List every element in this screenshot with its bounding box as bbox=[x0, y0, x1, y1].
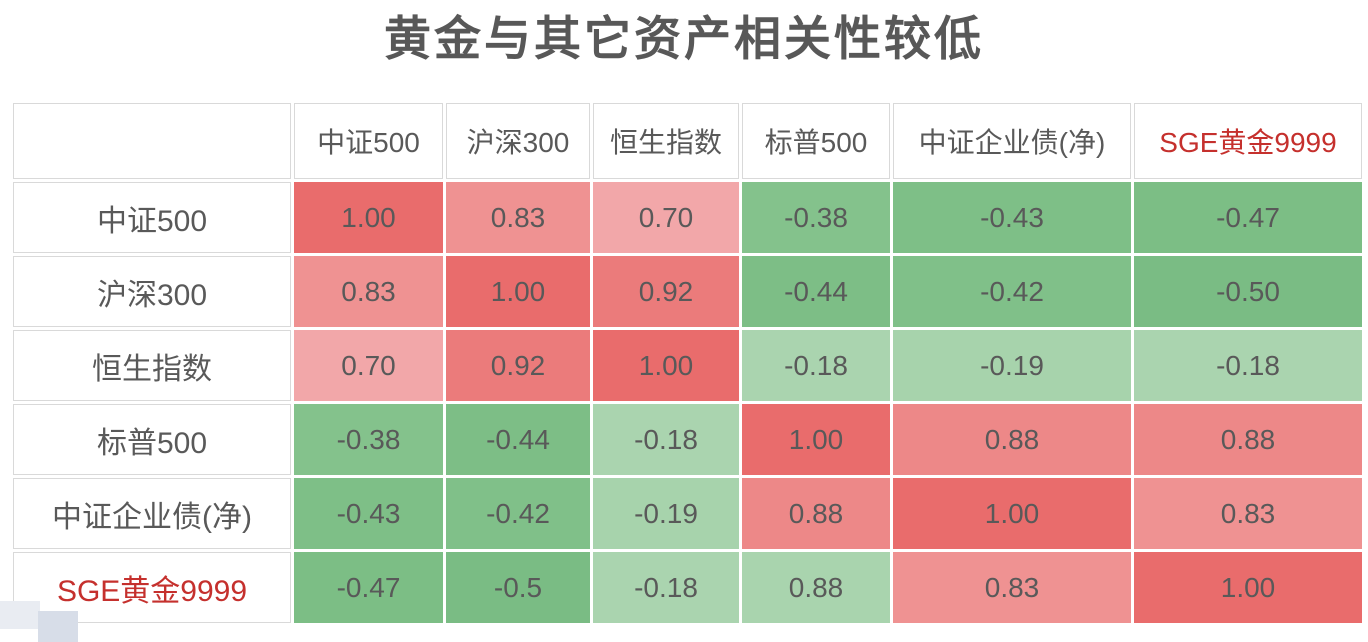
matrix-cell: 1.00 bbox=[1134, 552, 1362, 623]
row-header: 中证500 bbox=[13, 182, 291, 253]
matrix-cell: -0.42 bbox=[893, 256, 1131, 327]
matrix-cell: 0.83 bbox=[1134, 478, 1362, 549]
watermark-square bbox=[38, 611, 78, 642]
matrix-cell: 0.92 bbox=[446, 330, 590, 401]
matrix-cell: 1.00 bbox=[446, 256, 590, 327]
column-header: 沪深300 bbox=[446, 103, 590, 179]
matrix-cell: -0.18 bbox=[593, 552, 739, 623]
corner-cell bbox=[13, 103, 291, 179]
matrix-cell: 1.00 bbox=[742, 404, 890, 475]
row-header: 恒生指数 bbox=[13, 330, 291, 401]
matrix-cell: 0.70 bbox=[593, 182, 739, 253]
matrix-cell: -0.43 bbox=[294, 478, 443, 549]
matrix-cell: 1.00 bbox=[593, 330, 739, 401]
column-header: 中证500 bbox=[294, 103, 443, 179]
watermark-square bbox=[0, 601, 40, 629]
matrix-cell: -0.19 bbox=[893, 330, 1131, 401]
row-header: 中证企业债(净) bbox=[13, 478, 291, 549]
matrix-cell: -0.38 bbox=[742, 182, 890, 253]
matrix-cell: 0.83 bbox=[446, 182, 590, 253]
matrix-cell: -0.43 bbox=[893, 182, 1131, 253]
matrix-cell: 1.00 bbox=[294, 182, 443, 253]
column-header: 中证企业债(净) bbox=[893, 103, 1131, 179]
matrix-cell: 0.88 bbox=[742, 552, 890, 623]
matrix-cell: -0.44 bbox=[446, 404, 590, 475]
column-header: 标普500 bbox=[742, 103, 890, 179]
matrix-cell: 0.88 bbox=[893, 404, 1131, 475]
page-title: 黄金与其它资产相关性较低 bbox=[384, 12, 984, 65]
matrix-cell: 0.83 bbox=[294, 256, 443, 327]
matrix-cell: 0.88 bbox=[1134, 404, 1362, 475]
matrix-cell: -0.18 bbox=[593, 404, 739, 475]
matrix-cell: -0.50 bbox=[1134, 256, 1362, 327]
matrix-cell: 0.92 bbox=[593, 256, 739, 327]
column-header: SGE黄金9999 bbox=[1134, 103, 1362, 179]
matrix-cell: 0.88 bbox=[742, 478, 890, 549]
row-header: 沪深300 bbox=[13, 256, 291, 327]
matrix-cell: -0.42 bbox=[446, 478, 590, 549]
matrix-cell: -0.19 bbox=[593, 478, 739, 549]
matrix-cell: -0.47 bbox=[1134, 182, 1362, 253]
column-header: 恒生指数 bbox=[593, 103, 739, 179]
matrix-cell: -0.18 bbox=[742, 330, 890, 401]
matrix-cell: 1.00 bbox=[893, 478, 1131, 549]
matrix-cell: -0.18 bbox=[1134, 330, 1362, 401]
row-header: 标普500 bbox=[13, 404, 291, 475]
matrix-cell: 0.83 bbox=[893, 552, 1131, 623]
correlation-matrix: 中证500 沪深300 恒生指数 标普500 中证企业债(净) SGE黄金9999 中证50… bbox=[13, 103, 1362, 623]
matrix-cell: 0.70 bbox=[294, 330, 443, 401]
matrix-cell: -0.47 bbox=[294, 552, 443, 623]
matrix-cell: -0.44 bbox=[742, 256, 890, 327]
matrix-cell: -0.38 bbox=[294, 404, 443, 475]
matrix-cell: -0.5 bbox=[446, 552, 590, 623]
